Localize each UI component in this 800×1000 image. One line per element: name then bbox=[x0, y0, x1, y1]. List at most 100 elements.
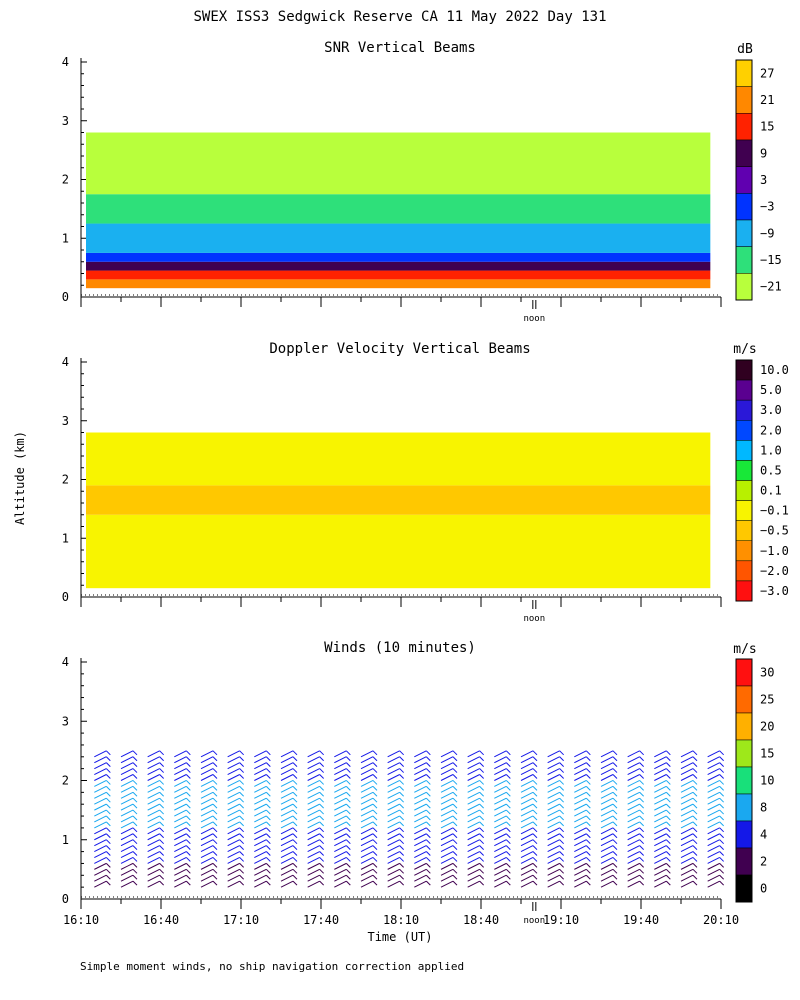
wind-barb-flag bbox=[532, 762, 538, 768]
wind-barb-flag bbox=[105, 756, 111, 762]
wind-barb bbox=[414, 845, 427, 853]
wind-barb-flag bbox=[159, 857, 165, 862]
wind-barb-flag bbox=[239, 863, 245, 868]
wind-barb bbox=[174, 785, 187, 793]
wind-barb-flag bbox=[292, 815, 298, 821]
wind-barb-flag bbox=[585, 827, 591, 833]
wind-barb bbox=[494, 768, 507, 776]
wind-barb-flag bbox=[132, 851, 138, 856]
wind-barb bbox=[440, 768, 454, 776]
heatmap-band bbox=[86, 252, 711, 262]
wind-barb bbox=[387, 827, 400, 835]
wind-barb-flag bbox=[105, 868, 111, 874]
wind-barb bbox=[547, 833, 560, 841]
wind-barb-flag bbox=[292, 768, 298, 773]
wind-barb bbox=[307, 845, 320, 853]
wind-barb bbox=[467, 851, 480, 858]
wind-barb-flag bbox=[185, 815, 191, 821]
wind-barb-flag bbox=[239, 750, 245, 756]
wind-barb bbox=[387, 762, 400, 770]
wind-barb bbox=[440, 774, 454, 781]
wind-barb-flag bbox=[692, 845, 698, 850]
wind-barb-flag bbox=[612, 797, 618, 803]
wind-barb-flag bbox=[185, 874, 191, 880]
wind-barb-flag bbox=[345, 803, 351, 809]
wind-barb-flag bbox=[425, 857, 431, 862]
wind-barb-flag bbox=[692, 815, 698, 821]
wind-barb-flag bbox=[505, 833, 511, 839]
wind-barb-flag bbox=[639, 845, 645, 850]
wind-barb-flag bbox=[719, 851, 725, 856]
wind-barb bbox=[147, 791, 160, 799]
wind-barb-flag bbox=[479, 750, 485, 756]
wind-barb bbox=[414, 803, 427, 811]
y-tick-label: 4 bbox=[62, 655, 69, 669]
wind-barb bbox=[707, 797, 720, 805]
wind-barb bbox=[494, 862, 507, 870]
wind-barb bbox=[147, 809, 160, 817]
wind-barb-flag bbox=[665, 880, 671, 886]
wind-barb-flag bbox=[292, 821, 298, 827]
wind-barb bbox=[387, 857, 400, 864]
wind-barb bbox=[387, 750, 400, 758]
wind-barb bbox=[174, 815, 187, 823]
wind-barb bbox=[707, 839, 720, 847]
wind-barb-flag bbox=[639, 880, 645, 886]
wind-barb-flag bbox=[132, 863, 138, 868]
wind-barb-flag bbox=[265, 791, 271, 797]
colorbar-label: 4 bbox=[760, 828, 767, 842]
wind-barb-flag bbox=[425, 774, 431, 779]
wind-barb-flag bbox=[105, 857, 111, 862]
colorbar-label: 25 bbox=[760, 693, 774, 707]
wind-barb-flag bbox=[692, 785, 698, 791]
wind-barb bbox=[147, 839, 160, 847]
wind-barb bbox=[120, 827, 134, 835]
x-tick-label: 16:40 bbox=[143, 913, 179, 927]
wind-barb-flag bbox=[265, 868, 271, 874]
wind-barb-flag bbox=[265, 863, 271, 868]
wind-barb-flag bbox=[159, 839, 165, 845]
colorbar-label: 1.0 bbox=[760, 443, 782, 457]
wind-barb-flag bbox=[559, 768, 565, 773]
wind-barb-flag bbox=[239, 833, 245, 839]
wind-barb bbox=[307, 827, 320, 835]
wind-barb bbox=[574, 862, 587, 870]
wind-barb bbox=[147, 779, 160, 787]
wind-barb bbox=[414, 756, 427, 764]
wind-barb bbox=[227, 857, 240, 864]
wind-barb bbox=[600, 880, 614, 888]
x-tick-label: 17:10 bbox=[223, 913, 259, 927]
wind-barb bbox=[494, 868, 507, 876]
wind-barb bbox=[440, 833, 454, 841]
wind-barb-flag bbox=[265, 762, 271, 768]
wind-barb bbox=[360, 809, 374, 817]
wind-barb bbox=[200, 815, 214, 823]
wind-barb bbox=[200, 845, 214, 853]
wind-barb-flag bbox=[692, 874, 698, 880]
wind-barb-flag bbox=[292, 863, 298, 868]
wind-barb-flag bbox=[425, 762, 431, 768]
wind-barb bbox=[654, 756, 667, 764]
wind-barb bbox=[174, 874, 187, 882]
wind-barb bbox=[547, 791, 560, 799]
wind-barb bbox=[627, 779, 640, 787]
wind-barb-flag bbox=[532, 780, 538, 785]
wind-barb bbox=[174, 779, 187, 787]
wind-barb-flag bbox=[185, 774, 191, 779]
wind-barb-flag bbox=[692, 868, 698, 874]
wind-barb-flag bbox=[665, 821, 671, 827]
wind-barb-flag bbox=[399, 874, 405, 880]
wind-barb bbox=[94, 862, 107, 870]
wind-barb bbox=[627, 815, 640, 823]
wind-barb bbox=[414, 785, 427, 793]
wind-barb-flag bbox=[585, 750, 591, 756]
heatmap-band bbox=[86, 279, 711, 289]
wind-barb-flag bbox=[319, 880, 325, 886]
wind-barb-flag bbox=[505, 774, 511, 779]
wind-barb bbox=[307, 880, 320, 888]
wind-barb bbox=[467, 797, 480, 805]
wind-barb-flag bbox=[265, 809, 271, 815]
colorbar-label: −3 bbox=[760, 200, 774, 214]
wind-barb bbox=[547, 779, 560, 787]
